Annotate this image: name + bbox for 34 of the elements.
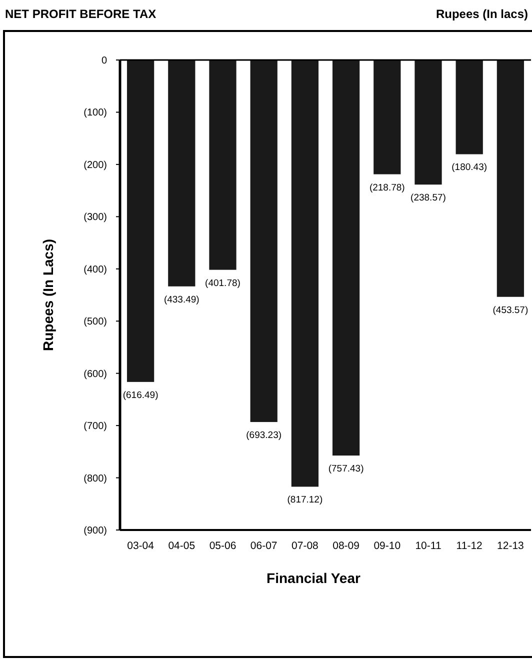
data-label: (453.57)	[492, 304, 528, 316]
y-tick-label: (900)	[84, 526, 107, 536]
x-tick-label: 05-06	[209, 540, 236, 552]
y-tick-label: (500)	[84, 316, 107, 328]
x-tick-label: 04-05	[168, 540, 196, 552]
x-tick-label: 07-08	[292, 540, 319, 552]
chart-subtitle: Rupees (In lacs)	[436, 7, 528, 21]
y-tick-label: (400)	[84, 264, 107, 276]
data-label: (817.12)	[287, 494, 323, 506]
data-label: (218.78)	[369, 182, 405, 194]
x-tick-label: 11-12	[456, 540, 483, 552]
data-label: (757.43)	[328, 464, 364, 475]
data-label: (433.49)	[164, 294, 200, 306]
chart-title: NET PROFIT BEFORE TAX	[5, 7, 156, 21]
y-tick-label: 0	[101, 56, 108, 66]
x-tick-label: 03-04	[127, 540, 154, 552]
y-axis-title: Rupees (In Lacs)	[40, 238, 56, 352]
y-tick-label: (200)	[84, 160, 107, 171]
data-label: (693.23)	[246, 430, 282, 442]
x-tick-label: 09-10	[374, 540, 401, 552]
data-label: (401.78)	[205, 278, 240, 289]
x-tick-label: 08-09	[332, 540, 360, 552]
x-tick-label: 12-13	[497, 540, 524, 552]
data-label: (616.49)	[122, 390, 158, 401]
y-tick-label: (800)	[84, 473, 107, 484]
y-tick-label: (300)	[84, 212, 107, 224]
x-axis-title: Financial Year	[266, 570, 362, 586]
y-tick-label: (700)	[84, 421, 107, 432]
x-tick-label: 10-11	[415, 540, 442, 552]
x-tick-label: 06-07	[250, 540, 278, 552]
data-label: (180.43)	[452, 162, 488, 174]
y-tick-label: (600)	[84, 368, 107, 380]
data-label: (238.57)	[410, 192, 446, 204]
y-tick-label: (100)	[84, 108, 107, 119]
